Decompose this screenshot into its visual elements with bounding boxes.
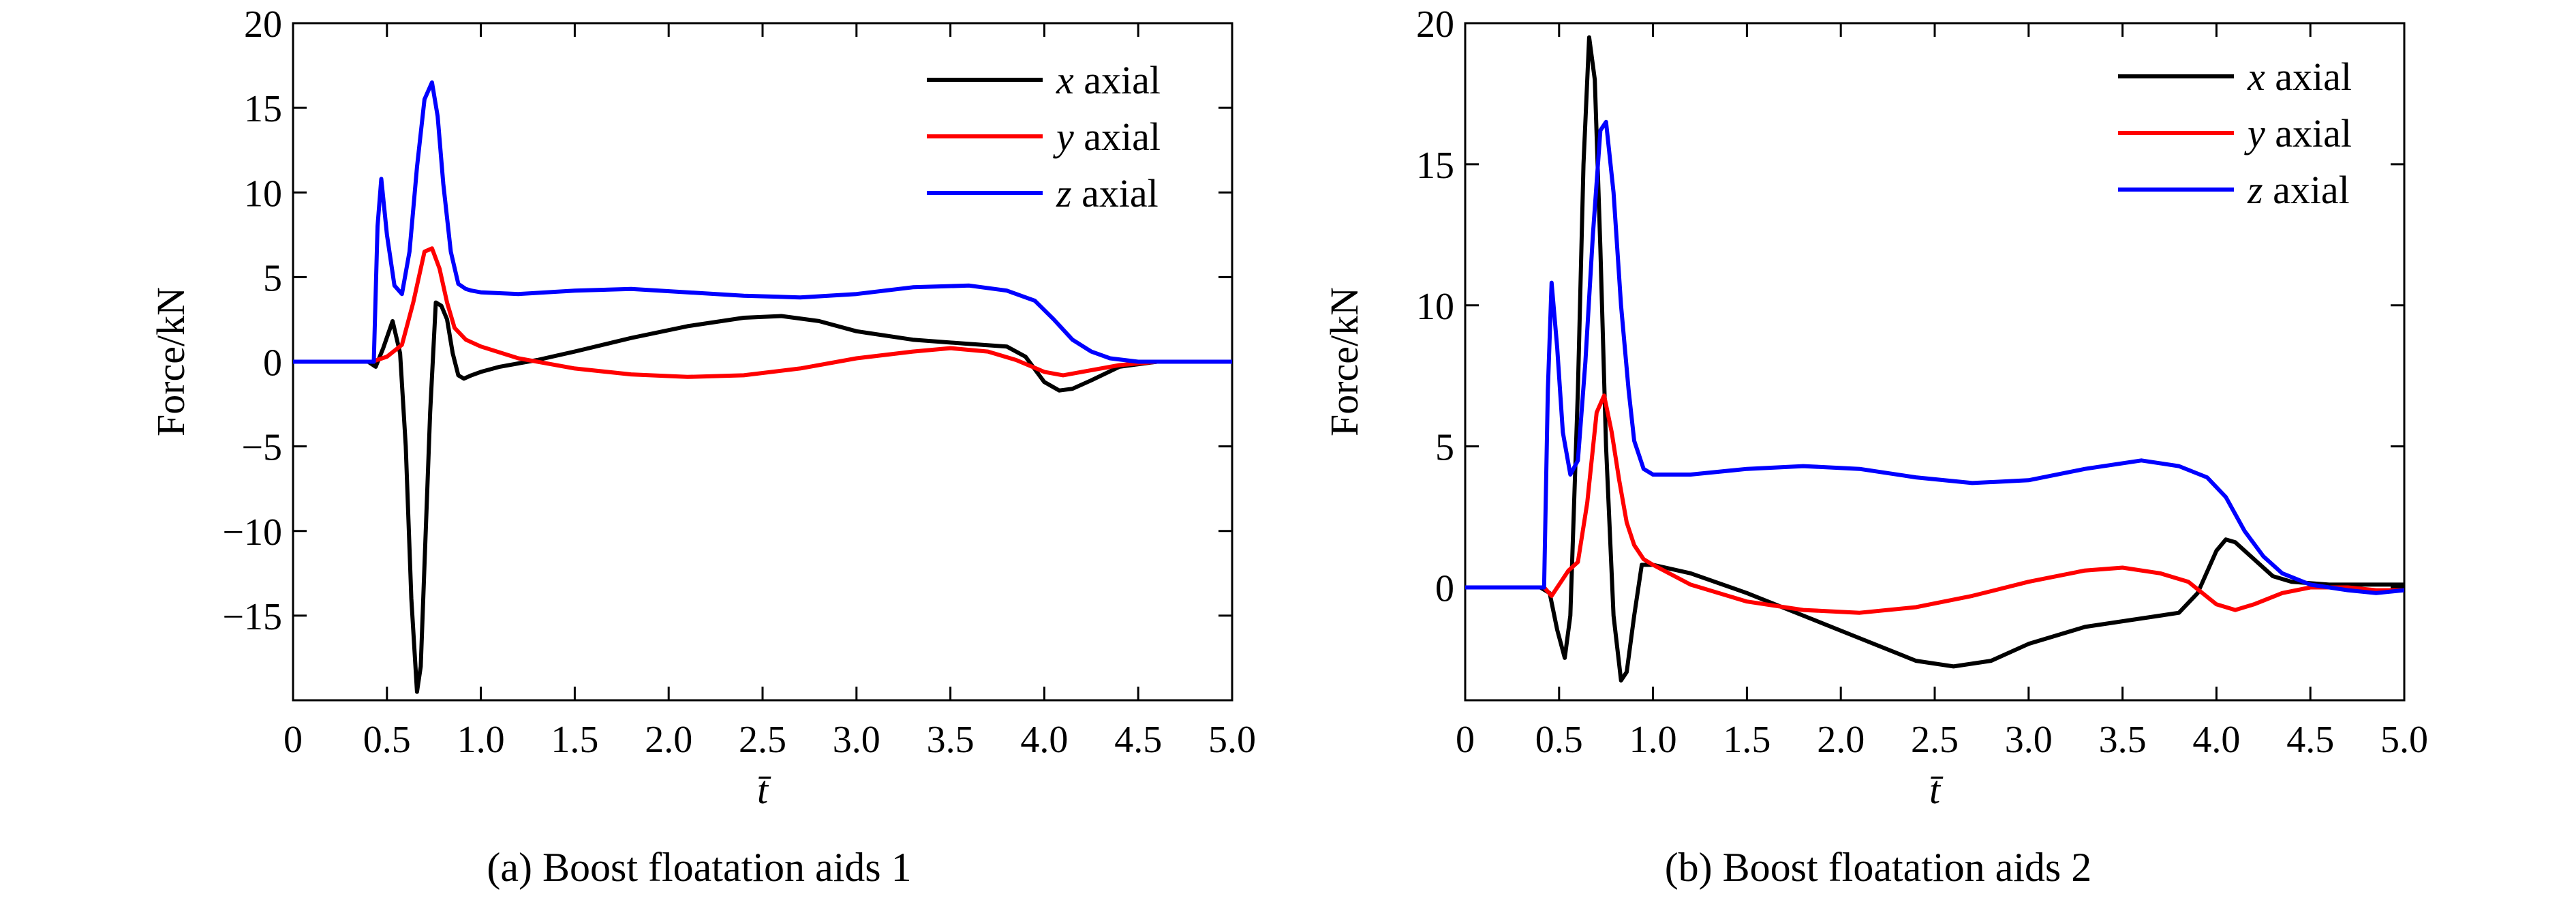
y-axis-label: Force/kN [1322,287,1366,436]
y-tick-label: 0 [263,342,282,385]
x-tick-label: 1.5 [1723,719,1770,761]
series-line-z [1465,119,2404,595]
y-axis-label: Force/kN [149,287,193,436]
x-tick-label: 2.0 [1817,719,1865,761]
y-tick-label: 5 [1435,427,1454,469]
x-tick-label: 0.5 [1535,719,1583,761]
x-tick-label: 2.0 [645,719,692,761]
y-tick-label: 15 [1416,145,1454,187]
chart-panel-b: 0 0.5 1.0 1.5 2.0 2.5 3.0 3.5 4.0 4.5 5.0 0 5 10 15 20 F… [1322,3,2428,812]
legend: x axial y axial z axial [927,58,1161,215]
x-tick-label: 3.0 [2005,719,2053,761]
series-line-y [1465,393,2404,615]
caption-a: (a) Boost floatation aids 1 [487,845,911,890]
x-tick-label: 4.0 [1020,719,1068,761]
series-line-x [293,300,1232,694]
x-tick-label: 2.5 [1911,719,1959,761]
y-tick-label: 15 [244,88,282,130]
y-tick-label: −10 [222,511,282,554]
series-line-z [293,80,1232,364]
x-tick-label: 5.0 [2380,719,2428,761]
legend-label-y: y axial [2244,111,2352,155]
chart-panel-a: 0 0.5 1.0 1.5 2.0 2.5 3.0 3.5 4.0 4.5 5.0 −15 −10 −5 0… [149,3,1256,812]
legend-label-x: x axial [2247,55,2352,99]
x-tick-label: 3.5 [2099,719,2147,761]
x-tick-label: 4.5 [2286,719,2334,761]
x-axis-label: t̄ [1929,768,1944,812]
x-tick-label: 5.0 [1208,719,1256,761]
x-tick-label: 1.5 [551,719,598,761]
series-line-y [293,246,1232,379]
x-tick-label: 0.5 [363,719,411,761]
y-tick-label: 20 [1416,3,1454,46]
legend: x axial y axial z axial [2118,55,2352,212]
legend-label-z: z axial [1056,171,1159,215]
x-tick-label: 3.5 [927,719,975,761]
x-tick-label: 4.5 [1114,719,1162,761]
y-tick-label: 20 [244,3,282,46]
legend-label-z: z axial [2247,168,2350,212]
series-line-x [1465,35,2404,683]
x-tick-label: 0 [283,719,303,761]
y-tick-label: 5 [263,257,282,299]
y-tick-label: −15 [222,596,282,638]
x-tick-label: 4.0 [2192,719,2240,761]
y-tick-label: 10 [244,173,282,215]
x-tick-label: 0 [1456,719,1475,761]
y-tick-label: −5 [241,427,282,469]
caption-b: (b) Boost floatation aids 2 [1665,845,2092,890]
legend-label-x: x axial [1056,58,1161,102]
x-tick-label: 1.0 [1629,719,1677,761]
x-tick-label: 1.0 [457,719,505,761]
y-tick-label: 0 [1435,568,1454,610]
x-tick-label: 3.0 [833,719,880,761]
x-tick-label: 2.5 [739,719,786,761]
y-tick-label: 10 [1416,286,1454,328]
x-axis-label: t̄ [757,768,771,812]
legend-label-y: y axial [1053,115,1161,159]
